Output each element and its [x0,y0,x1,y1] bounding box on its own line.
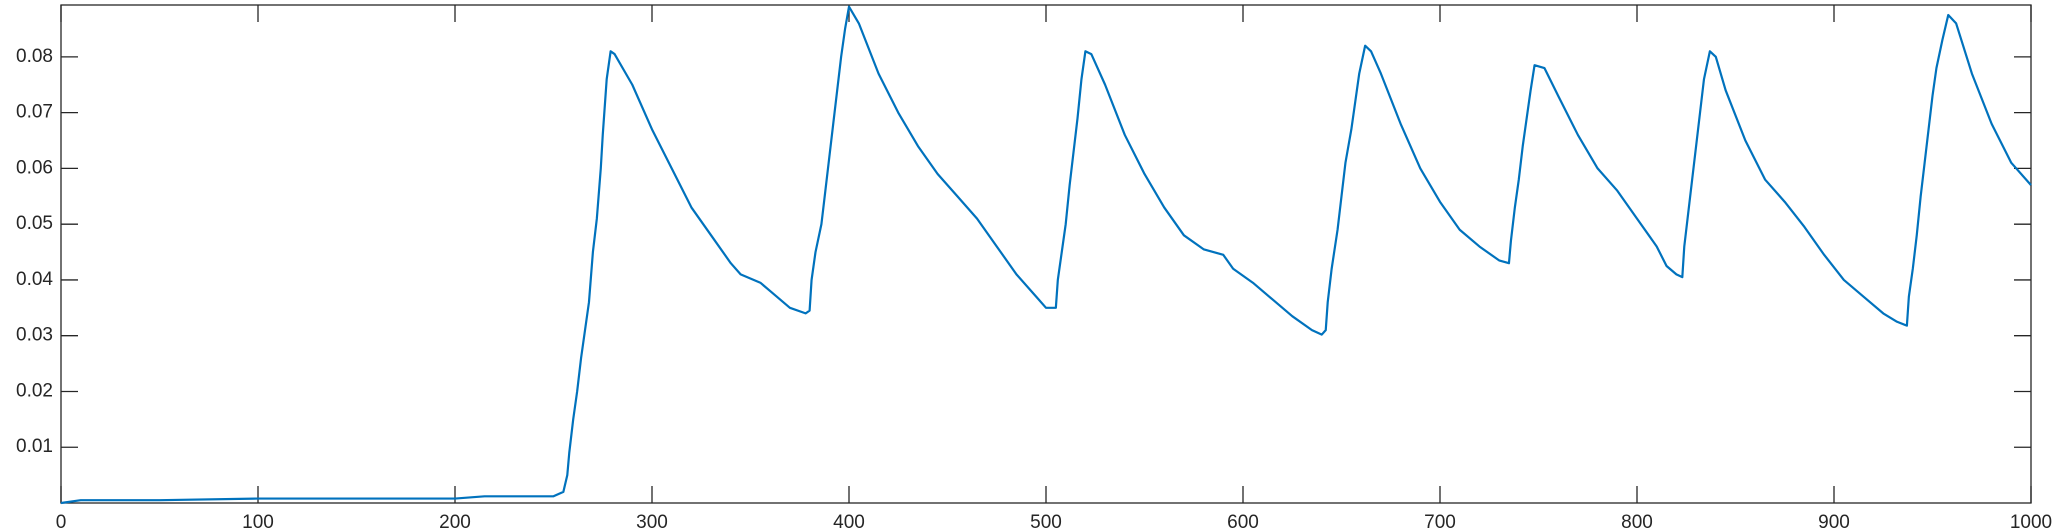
y-tick-label: 0.06 [16,157,53,178]
y-tick-label: 0.07 [16,102,53,123]
y-tick-label: 0.03 [16,325,53,346]
x-tick-label: 1000 [2010,512,2052,529]
y-tick-label: 0.01 [16,436,53,457]
x-tick-label: 300 [636,512,668,529]
y-tick-label: 0.05 [16,213,53,234]
x-tick-label: 0 [56,512,67,529]
x-tick-label: 700 [1424,512,1456,529]
x-tick-label: 500 [1030,512,1062,529]
y-tick-label: 0.08 [16,46,53,67]
x-tick-label: 100 [242,512,274,529]
x-tick-label: 600 [1227,512,1259,529]
y-tick-label: 0.02 [16,380,53,401]
y-tick-label: 0.04 [16,269,53,290]
x-tick-label: 900 [1818,512,1850,529]
plot-box [60,4,2032,504]
x-tick-label: 800 [1621,512,1653,529]
x-tick-label: 200 [439,512,471,529]
x-tick-label: 400 [833,512,865,529]
data-line [60,5,2032,505]
